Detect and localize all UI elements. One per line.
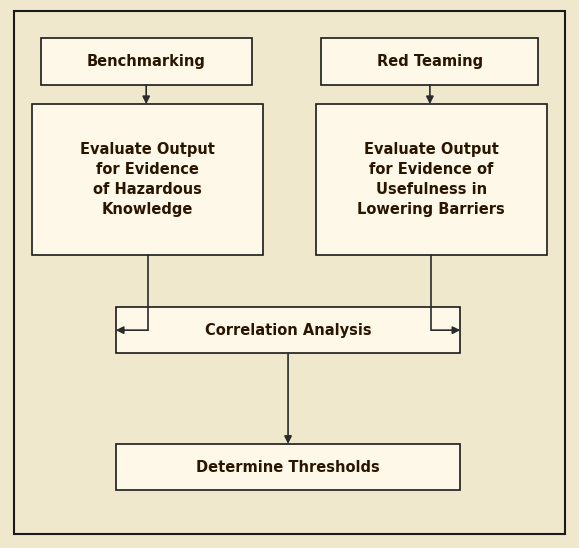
- Bar: [116, 444, 460, 490]
- Text: Benchmarking: Benchmarking: [87, 54, 206, 69]
- Text: Correlation Analysis: Correlation Analysis: [205, 323, 371, 338]
- Bar: [316, 104, 547, 255]
- Bar: [41, 38, 252, 85]
- Bar: [321, 38, 538, 85]
- Text: Evaluate Output
for Evidence of
Usefulness in
Lowering Barriers: Evaluate Output for Evidence of Usefulne…: [357, 142, 505, 216]
- Bar: [116, 307, 460, 353]
- Text: Red Teaming: Red Teaming: [377, 54, 483, 69]
- Bar: [32, 104, 263, 255]
- Text: Determine Thresholds: Determine Thresholds: [196, 460, 380, 475]
- Text: Evaluate Output
for Evidence
of Hazardous
Knowledge: Evaluate Output for Evidence of Hazardou…: [80, 142, 215, 216]
